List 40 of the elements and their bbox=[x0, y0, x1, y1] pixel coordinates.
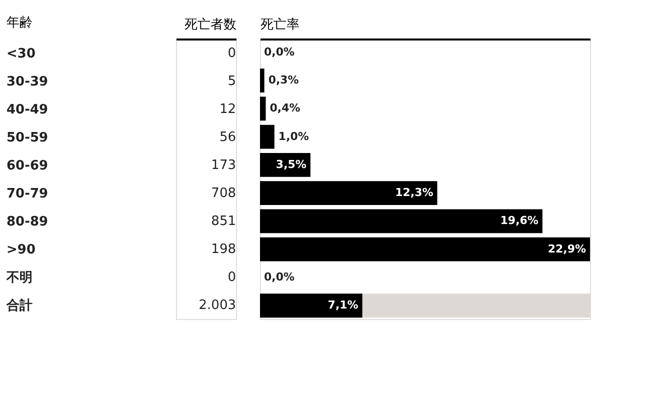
category-label: 30-39 bbox=[6, 74, 48, 90]
data-label: 0,4% bbox=[270, 102, 300, 115]
data-label: 198 bbox=[211, 242, 236, 257]
category-label: >90 bbox=[6, 242, 36, 258]
category-label: 70-79 bbox=[6, 186, 48, 202]
bar bbox=[260, 68, 264, 92]
category-label: 60-69 bbox=[6, 158, 48, 174]
data-label: 1,0% bbox=[278, 130, 309, 143]
text: 年齢 bbox=[6, 16, 32, 30]
category-label: 40-49 bbox=[6, 102, 48, 118]
data-label: 2.003 bbox=[198, 298, 236, 313]
data-label: 22,9% bbox=[548, 242, 586, 256]
data-label: 0,0% bbox=[264, 270, 295, 284]
data-label: 0,3% bbox=[268, 74, 299, 87]
bar bbox=[260, 96, 266, 121]
data-label: 0 bbox=[228, 46, 236, 61]
text: 死亡者数 bbox=[184, 16, 236, 32]
data-label: 173 bbox=[211, 158, 236, 173]
x-axis-title: 死亡率 bbox=[260, 16, 300, 32]
category-label: 50-59 bbox=[6, 130, 48, 146]
data-label: 56 bbox=[219, 130, 236, 145]
data-label: 0 bbox=[228, 270, 236, 285]
data-label: 12,3% bbox=[395, 186, 434, 200]
bar bbox=[260, 209, 542, 234]
data-label: 0,0% bbox=[264, 45, 295, 58]
data-label: 19,6% bbox=[500, 214, 538, 228]
bar bbox=[260, 181, 438, 206]
category-label: 80-89 bbox=[6, 214, 48, 230]
bar bbox=[260, 237, 590, 262]
data-label: 12 bbox=[219, 102, 236, 117]
data-label: 7,1% bbox=[328, 298, 358, 312]
category-label: 不明 bbox=[6, 270, 32, 286]
data-label: 5 bbox=[228, 74, 236, 89]
category-label: <30 bbox=[6, 46, 36, 62]
bar bbox=[260, 294, 362, 318]
data-label: 708 bbox=[211, 186, 236, 201]
bar bbox=[260, 124, 274, 149]
data-label: 3,5% bbox=[276, 158, 306, 171]
category-label: 合計 bbox=[6, 298, 32, 314]
data-label: 851 bbox=[211, 214, 236, 229]
